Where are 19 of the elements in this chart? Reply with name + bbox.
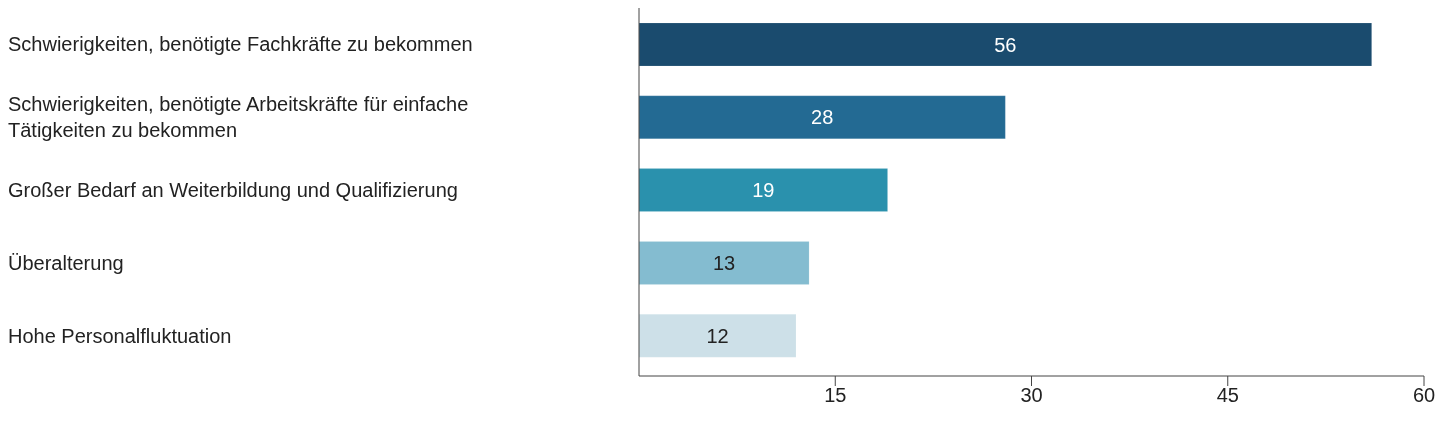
- bar: [639, 313, 797, 358]
- y-tick-label: Schwierigkeiten, benötigte Arbeitskräfte für einfache Tätigkeiten zu bekommen: [8, 93, 469, 142]
- data-label: 13: [712, 251, 736, 274]
- y-tick-label: Hohe Personalfluktuation: [8, 324, 232, 347]
- y-tick-label: Schwierigkeiten, benötigte Fachkräfte zu bekommen: [8, 33, 473, 56]
- x-tick-label: 30: [1020, 384, 1043, 407]
- data-label: 56: [994, 33, 1017, 56]
- data-label: 28: [811, 106, 834, 129]
- bar: [639, 95, 1006, 140]
- y-tick-label: Großer Bedarf an Weiterbildung und Qualifizierung: [8, 179, 458, 201]
- bar: [639, 22, 1373, 67]
- bar: [639, 240, 810, 285]
- data-label: 19: [752, 179, 775, 202]
- y-tick-label: Überalterung: [8, 251, 124, 274]
- x-tick-label: 15: [824, 384, 847, 407]
- x-tick-label: 45: [1216, 384, 1239, 407]
- x-tick-label: 60: [1412, 384, 1436, 407]
- data-label: 12: [706, 324, 729, 347]
- bar: [639, 168, 889, 213]
